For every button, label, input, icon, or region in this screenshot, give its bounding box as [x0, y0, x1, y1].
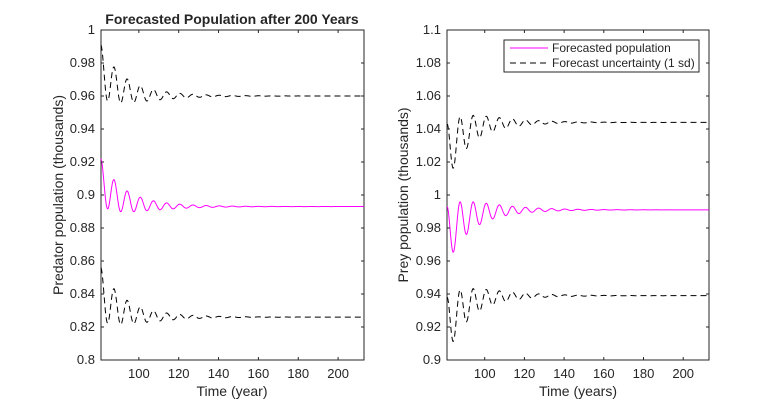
- prey-chart: Time (years) Prey population (thousands)…: [395, 22, 710, 399]
- plot-area: [446, 29, 710, 361]
- y-tick-label: 1.02: [416, 154, 441, 169]
- y-tick-label: 0.82: [70, 319, 95, 334]
- x-tick-label: 120: [168, 366, 190, 381]
- x-axis-label: Time (years): [539, 383, 617, 399]
- plot-marks: 100 120 140 160 180 200 0.8 0.82 0.84 0.86 0.88 0.9…: [70, 22, 365, 381]
- series-line-forecast: [446, 201, 709, 253]
- x-tick-label: 200: [672, 366, 694, 381]
- y-tick-label: 1.06: [416, 88, 441, 103]
- series-line-forecast: [100, 158, 364, 213]
- series-line-upper: [100, 44, 364, 104]
- y-tick-label: 0.8: [77, 352, 95, 367]
- y-tick-label: 0.88: [70, 220, 95, 235]
- y-tick-label: 0.92: [416, 319, 441, 334]
- legend-label-uncertainty: Forecast uncertainty (1 sd): [552, 56, 695, 70]
- legend: Forecasted population Forecast uncertain…: [503, 39, 700, 73]
- x-tick-label: 100: [474, 366, 496, 381]
- legend-box: [503, 39, 700, 73]
- y-tick-label: 1.08: [416, 55, 441, 70]
- x-axis-label: Time (year): [196, 383, 267, 399]
- y-tick-label: 0.98: [70, 55, 95, 70]
- series-line-lower: [100, 267, 364, 326]
- y-tick-label: 0.9: [77, 187, 95, 202]
- y-tick-label: 1.1: [423, 22, 441, 37]
- series-line-upper: [446, 114, 709, 169]
- x-tick-label: 180: [633, 366, 655, 381]
- y-tick-label: 0.84: [70, 286, 95, 301]
- predator-chart: Forecasted Population after 200 Years Ti…: [50, 11, 365, 399]
- x-tick-label: 120: [514, 366, 536, 381]
- y-tick-label: 1.04: [416, 121, 441, 136]
- y-tick-label: 0.92: [70, 154, 95, 169]
- x-tick-label: 140: [208, 366, 230, 381]
- plot-marks: 100 120 140 160 180 200 0.9 0.92 0.94 0.96 0.98 1 1.…: [416, 22, 710, 381]
- plot-area: [100, 29, 365, 361]
- chart-title: Forecasted Population after 200 Years: [105, 11, 359, 27]
- y-tick-label: 0.94: [416, 286, 441, 301]
- y-axis-label: Predator population (thousands): [50, 95, 66, 295]
- y-axis-label: Prey population (thousands): [395, 107, 411, 282]
- y-tick-label: 1: [434, 187, 441, 202]
- y-tick-label: 0.98: [416, 220, 441, 235]
- y-tick-label: 0.86: [70, 253, 95, 268]
- series-line-lower: [446, 288, 709, 342]
- x-tick-label: 140: [553, 366, 575, 381]
- x-tick-label: 180: [287, 366, 309, 381]
- x-tick-label: 160: [593, 366, 615, 381]
- y-tick-label: 0.94: [70, 121, 95, 136]
- y-tick-label: 0.9: [423, 352, 441, 367]
- y-tick-label: 0.96: [416, 253, 441, 268]
- x-tick-label: 100: [128, 366, 150, 381]
- y-tick-label: 1: [88, 22, 95, 37]
- legend-label-forecast: Forecasted population: [552, 41, 671, 55]
- x-tick-label: 160: [248, 366, 270, 381]
- x-tick-label: 200: [327, 366, 349, 381]
- y-tick-label: 0.96: [70, 88, 95, 103]
